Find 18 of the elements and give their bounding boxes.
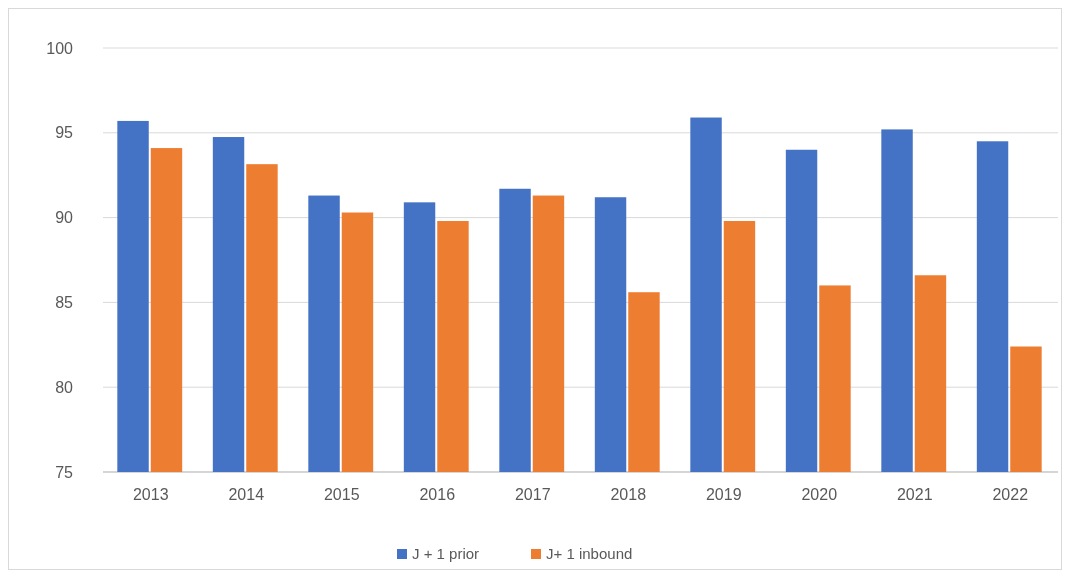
x-tick-label: 2017	[514, 486, 551, 503]
x-tick-label: 2016	[419, 486, 456, 503]
y-tick-label: 80	[55, 378, 74, 396]
x-tick-label: 2018	[610, 486, 647, 503]
y-tick-label: 85	[55, 294, 74, 311]
x-tick-label: 2021	[896, 486, 933, 503]
x-tick-label: 2013	[132, 486, 169, 503]
y-tick-label: 90	[55, 209, 74, 227]
x-tick-label: 2022	[992, 486, 1029, 503]
x-tick-label: 2015	[323, 486, 360, 503]
legend-label: J + 1 prior	[412, 545, 480, 563]
y-tick-label: 100	[46, 39, 74, 57]
y-tick-label: 95	[55, 124, 74, 142]
x-tick-label: 2019	[705, 486, 742, 503]
x-tick-label: 2014	[228, 486, 265, 503]
legend-label: J+ 1 inbound	[546, 545, 633, 563]
y-tick-label: 75	[55, 463, 74, 481]
x-tick-label: 2020	[801, 486, 838, 503]
